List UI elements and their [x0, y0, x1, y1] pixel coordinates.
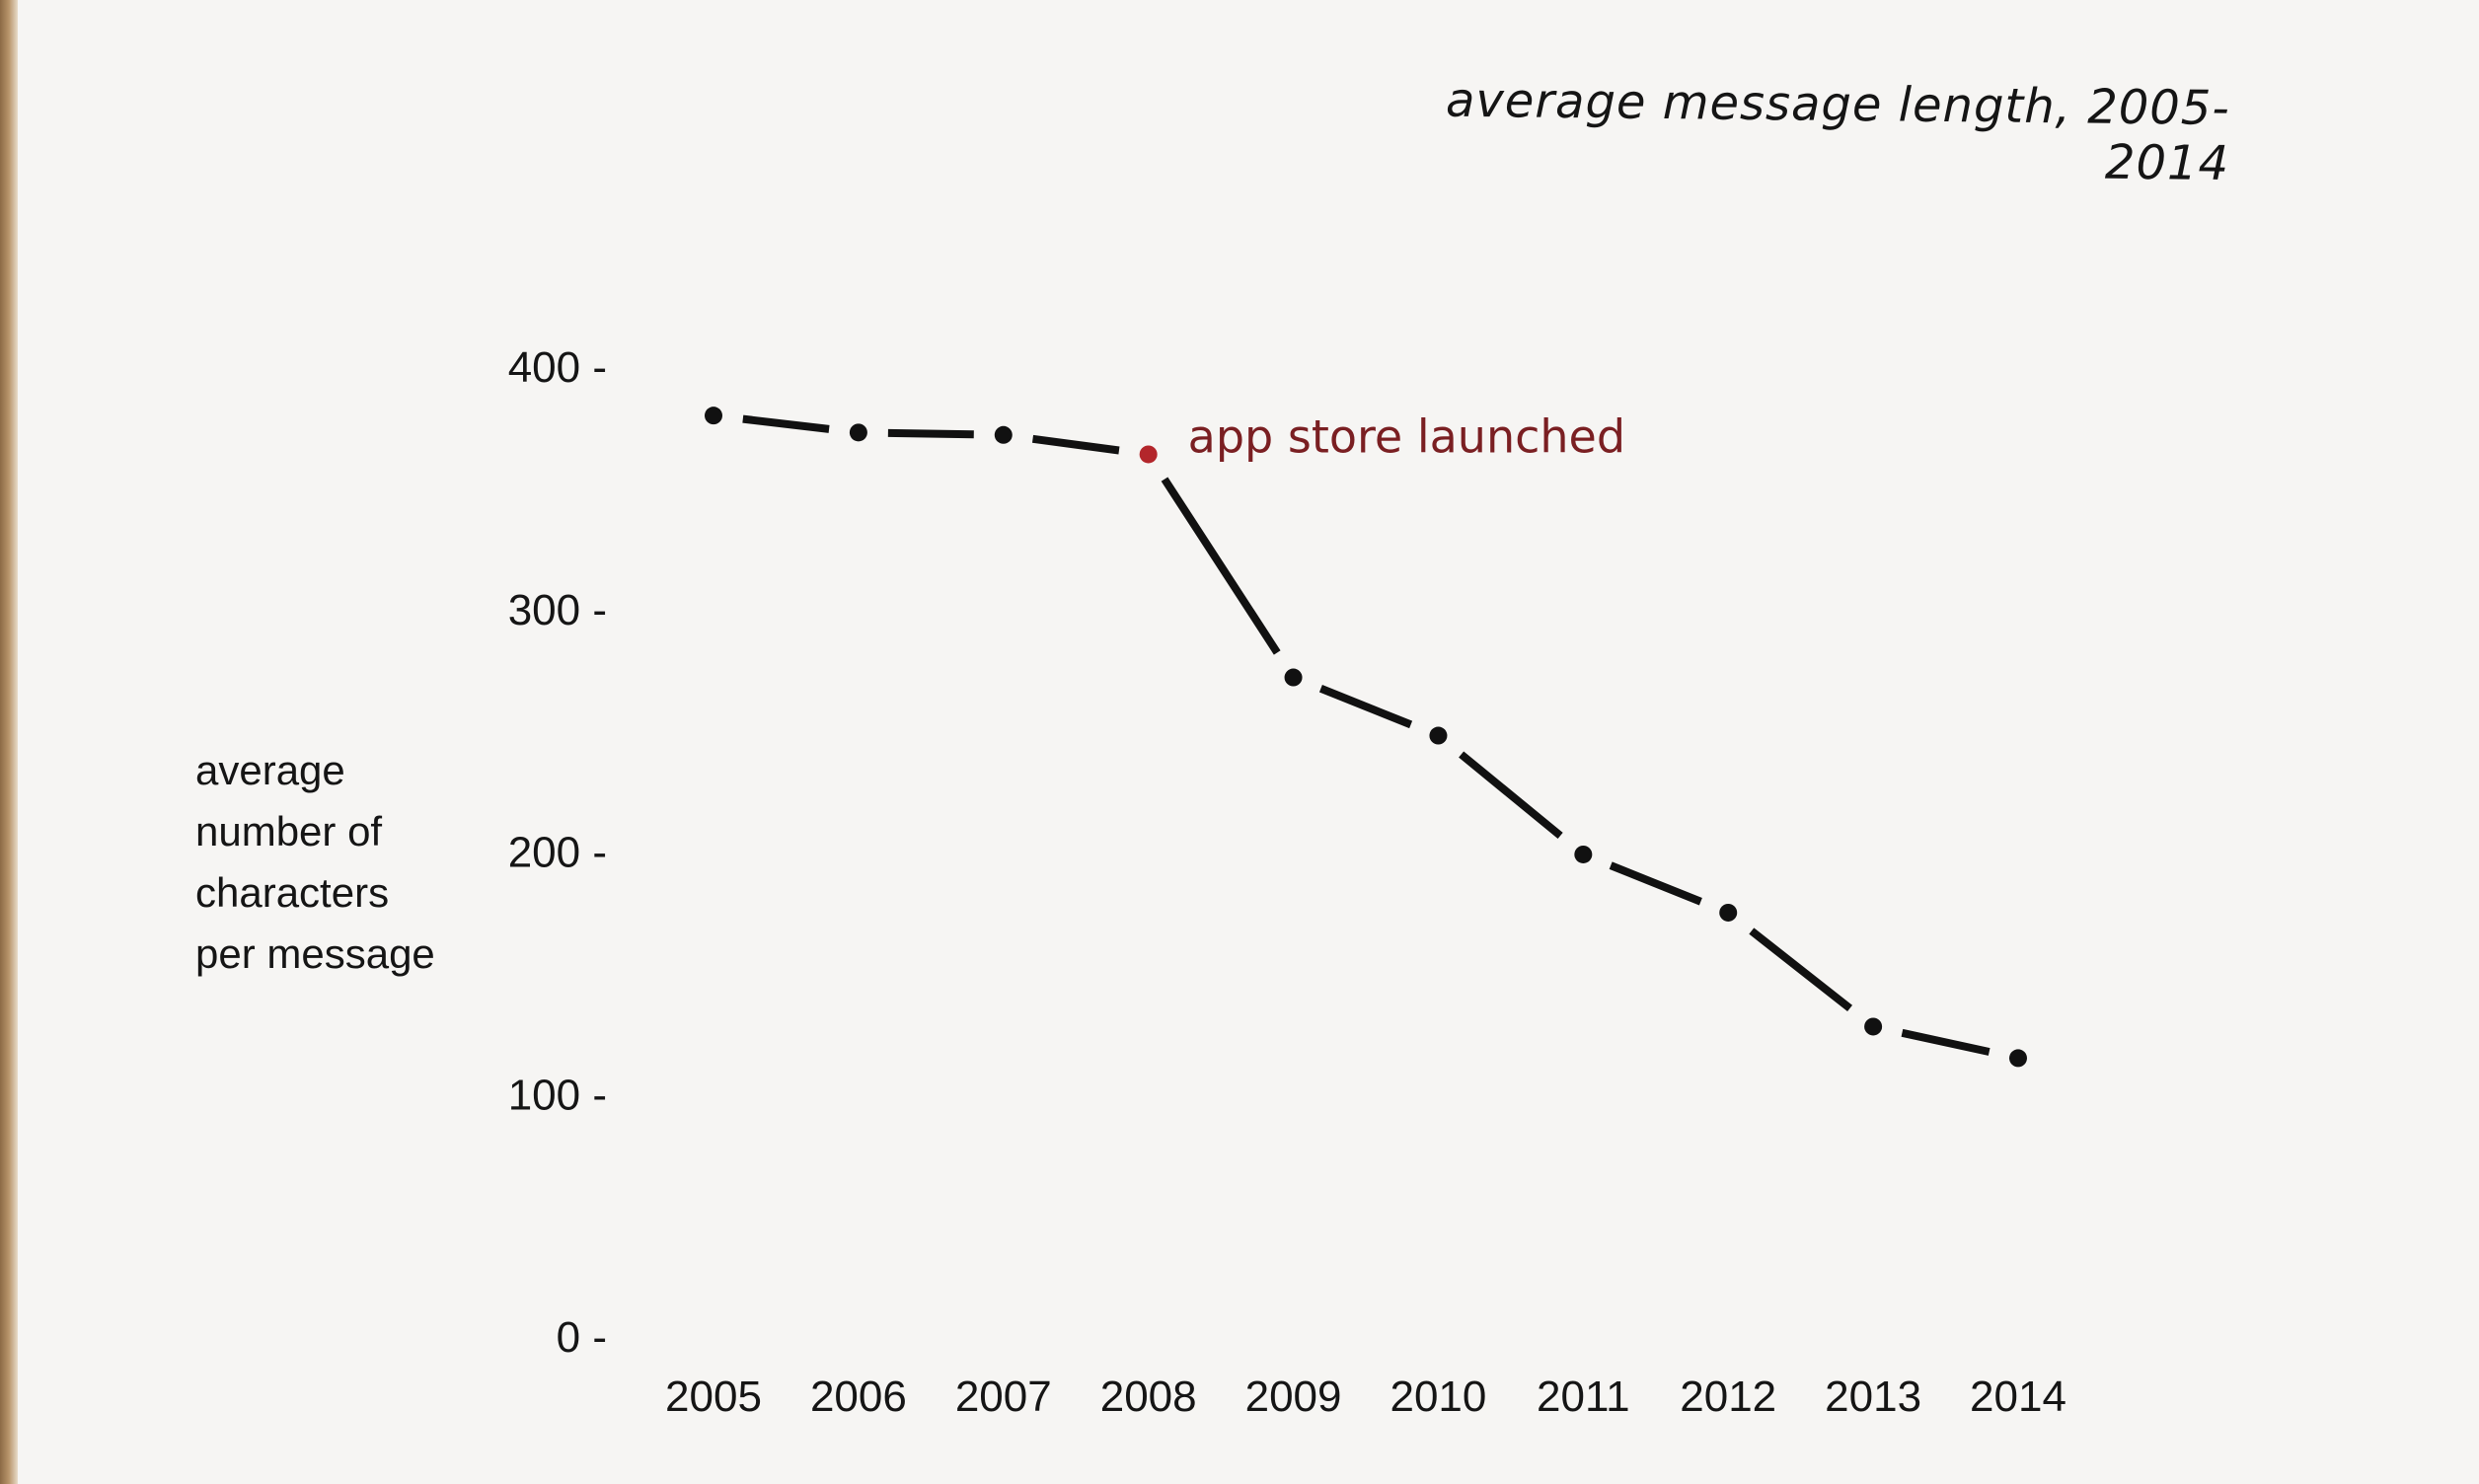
x-axis-ticks: 2005 2006 2007 2008 2009 2010 2011 2012 2013 2014 [665, 1373, 2066, 1421]
series-points [705, 407, 2027, 1068]
data-point [705, 407, 722, 425]
annotation-label: app store launched [1188, 409, 1625, 463]
data-point [1864, 1017, 1883, 1036]
x-tick-label: 2008 [1100, 1373, 1197, 1421]
y-axis-label-line: average [195, 747, 345, 793]
annotated-point [1139, 445, 1158, 464]
data-point [1574, 845, 1593, 863]
series-segment [1901, 1028, 1991, 1056]
y-axis-label: average number of characters per message [195, 740, 462, 985]
series-segment [1459, 751, 1563, 840]
x-tick-label: 2005 [665, 1373, 762, 1421]
data-point [1429, 726, 1448, 745]
x-tick-label: 2006 [810, 1373, 907, 1421]
series-segment [887, 428, 974, 439]
series-segment [1318, 685, 1413, 729]
y-tick-label: 400 - [508, 343, 607, 392]
series-segment [1031, 434, 1120, 455]
y-axis-label-line: characters [195, 869, 390, 916]
data-point [1284, 668, 1303, 687]
x-tick-label: 2009 [1245, 1373, 1342, 1421]
x-tick-label: 2013 [1825, 1373, 1921, 1421]
x-tick-label: 2014 [1970, 1373, 2066, 1421]
x-tick-label: 2007 [955, 1373, 1052, 1421]
data-point [2009, 1049, 2027, 1068]
y-axis-label-line: number of [195, 808, 383, 854]
series-segment [1161, 477, 1281, 655]
y-tick-label: 0 - [557, 1313, 607, 1362]
y-tick-label: 100 - [508, 1071, 607, 1119]
data-point [994, 425, 1013, 444]
data-point [849, 423, 867, 442]
x-tick-label: 2011 [1537, 1373, 1630, 1421]
series-segment [1609, 861, 1702, 906]
x-tick-label: 2012 [1680, 1373, 1776, 1421]
page-edge [0, 0, 18, 1484]
y-axis-ticks: 0 - 100 - 200 - 300 - 400 - [508, 343, 607, 1362]
data-point [1719, 903, 1738, 922]
y-axis-label-line: per message [195, 930, 435, 977]
series-line [742, 414, 1991, 1056]
annotation: app store launched [1188, 409, 1625, 463]
series-segment [1749, 928, 1853, 1012]
y-tick-label: 200 - [508, 829, 607, 877]
y-tick-label: 300 - [508, 586, 607, 634]
series-segment [742, 414, 830, 433]
x-tick-label: 2010 [1390, 1373, 1486, 1421]
